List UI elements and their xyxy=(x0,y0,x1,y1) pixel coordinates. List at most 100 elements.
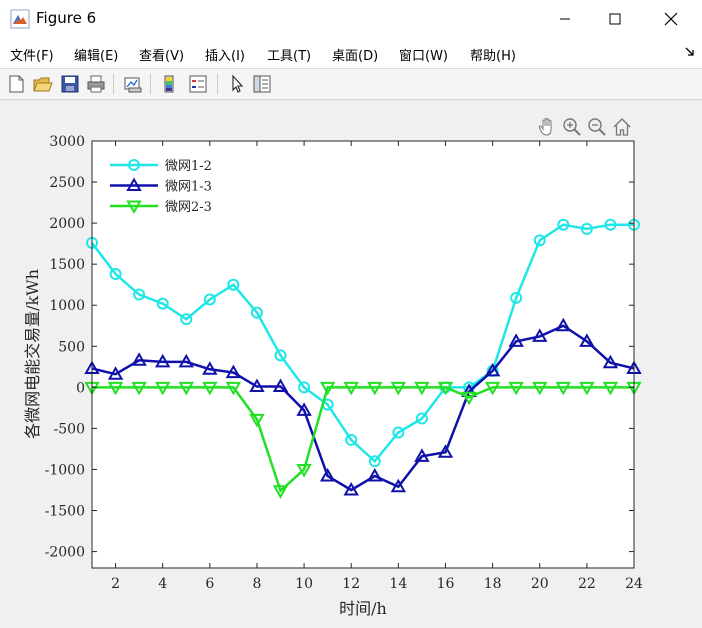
x-tick-label: 14 xyxy=(389,576,407,592)
data-point xyxy=(250,306,263,319)
x-tick-label: 12 xyxy=(342,576,360,592)
maximize-icon xyxy=(609,13,621,25)
menu-insert[interactable]: 插入(I) xyxy=(205,49,245,64)
data-point xyxy=(131,352,147,366)
data-point xyxy=(532,328,548,342)
data-point xyxy=(343,381,359,396)
figure-toolbar xyxy=(0,69,702,100)
data-point xyxy=(392,426,405,439)
data-point xyxy=(107,381,124,396)
data-point xyxy=(156,297,169,310)
x-tick-label: 10 xyxy=(295,576,313,592)
legend-entry: 微网1-2 xyxy=(110,159,212,174)
save-icon[interactable] xyxy=(59,73,81,95)
data-point xyxy=(437,381,454,396)
data-point xyxy=(274,349,287,362)
data-point xyxy=(203,293,216,306)
data-point xyxy=(368,455,381,468)
maximize-button[interactable] xyxy=(588,0,642,38)
series-2 xyxy=(84,317,642,496)
legend-entry: 微网2-3 xyxy=(110,200,212,215)
data-point xyxy=(178,353,194,368)
legend-icon[interactable] xyxy=(187,73,209,95)
new-figure-icon[interactable] xyxy=(5,73,27,95)
data-point xyxy=(154,353,171,368)
property-inspector-icon[interactable] xyxy=(251,73,273,95)
x-tick-label: 18 xyxy=(484,576,502,592)
data-point xyxy=(390,478,407,493)
legend-marker xyxy=(128,159,140,171)
home-icon[interactable] xyxy=(611,116,633,138)
colorbar-icon[interactable] xyxy=(159,73,181,95)
close-icon xyxy=(664,12,678,26)
data-point xyxy=(319,381,336,396)
data-point xyxy=(555,317,572,332)
data-point xyxy=(415,412,428,425)
menu-edit[interactable]: 编辑(E) xyxy=(74,49,119,64)
menu-window[interactable]: 窗口(W) xyxy=(399,49,448,64)
y-tick-label: 0 xyxy=(76,380,85,396)
data-point xyxy=(508,381,524,396)
matlab-icon xyxy=(10,9,30,29)
open-file-icon[interactable] xyxy=(31,73,53,95)
data-point xyxy=(249,413,265,428)
x-axis-label: 时间/h xyxy=(339,599,387,618)
y-tick-label: -2000 xyxy=(45,545,85,561)
menu-desktop[interactable]: 桌面(D) xyxy=(332,49,379,64)
data-point xyxy=(202,381,218,396)
menu-bar: 文件(F) 编辑(E) 查看(V) 插入(I) 工具(T) 桌面(D) 窗口(W… xyxy=(0,38,702,69)
data-point xyxy=(227,278,240,291)
data-point xyxy=(367,468,383,482)
data-point xyxy=(484,362,501,377)
data-point xyxy=(131,381,147,396)
close-button[interactable] xyxy=(644,0,698,38)
legend-entry: 微网1-3 xyxy=(110,177,212,195)
link-plot-icon[interactable] xyxy=(122,73,144,95)
y-tick-label: 1000 xyxy=(49,298,85,314)
pointer-icon[interactable] xyxy=(226,73,248,95)
menu-tools[interactable]: 工具(T) xyxy=(267,49,312,64)
data-point xyxy=(272,378,289,393)
y-tick-label: -1500 xyxy=(45,504,85,520)
toolbar-separator xyxy=(113,74,114,94)
data-point xyxy=(154,381,171,396)
y-tick-label: 3000 xyxy=(49,134,85,150)
series-layer xyxy=(84,218,642,499)
x-tick-label: 24 xyxy=(625,576,643,592)
menu-file[interactable]: 文件(F) xyxy=(10,49,54,64)
legend-label: 微网2-3 xyxy=(165,200,212,215)
zoom-out-icon[interactable] xyxy=(586,116,608,138)
data-point xyxy=(249,378,265,393)
y-tick-label: -500 xyxy=(54,421,85,437)
print-icon[interactable] xyxy=(85,73,107,95)
data-point xyxy=(225,364,242,379)
data-point xyxy=(461,391,477,406)
pan-icon[interactable] xyxy=(536,116,558,138)
menu-help[interactable]: 帮助(H) xyxy=(470,49,516,64)
data-point xyxy=(202,361,218,375)
menu-view[interactable]: 查看(V) xyxy=(139,49,185,64)
minimize-button[interactable] xyxy=(538,0,592,38)
data-point xyxy=(345,433,358,446)
zoom-in-icon[interactable] xyxy=(561,116,583,138)
y-axis-label: 各微网电能交易量/kWh xyxy=(23,269,42,439)
data-point xyxy=(225,381,242,396)
minimize-icon xyxy=(560,18,570,20)
data-point xyxy=(557,218,570,231)
y-tick-label: 2500 xyxy=(49,175,85,191)
axes-background xyxy=(92,141,634,568)
data-point xyxy=(107,366,124,380)
data-point xyxy=(579,381,595,396)
legend-label: 微网1-2 xyxy=(165,159,212,174)
dock-arrow-icon[interactable] xyxy=(684,46,696,58)
data-point xyxy=(180,313,193,326)
axes-box xyxy=(91,140,635,569)
y-tick-label: 1500 xyxy=(49,257,85,273)
data-point xyxy=(272,485,289,499)
data-point xyxy=(484,381,501,396)
data-point xyxy=(604,218,617,231)
legend[interactable]: 微网1-2 微网1-3 微网2-3 xyxy=(110,159,212,215)
data-point xyxy=(414,381,430,396)
data-point xyxy=(508,333,524,347)
